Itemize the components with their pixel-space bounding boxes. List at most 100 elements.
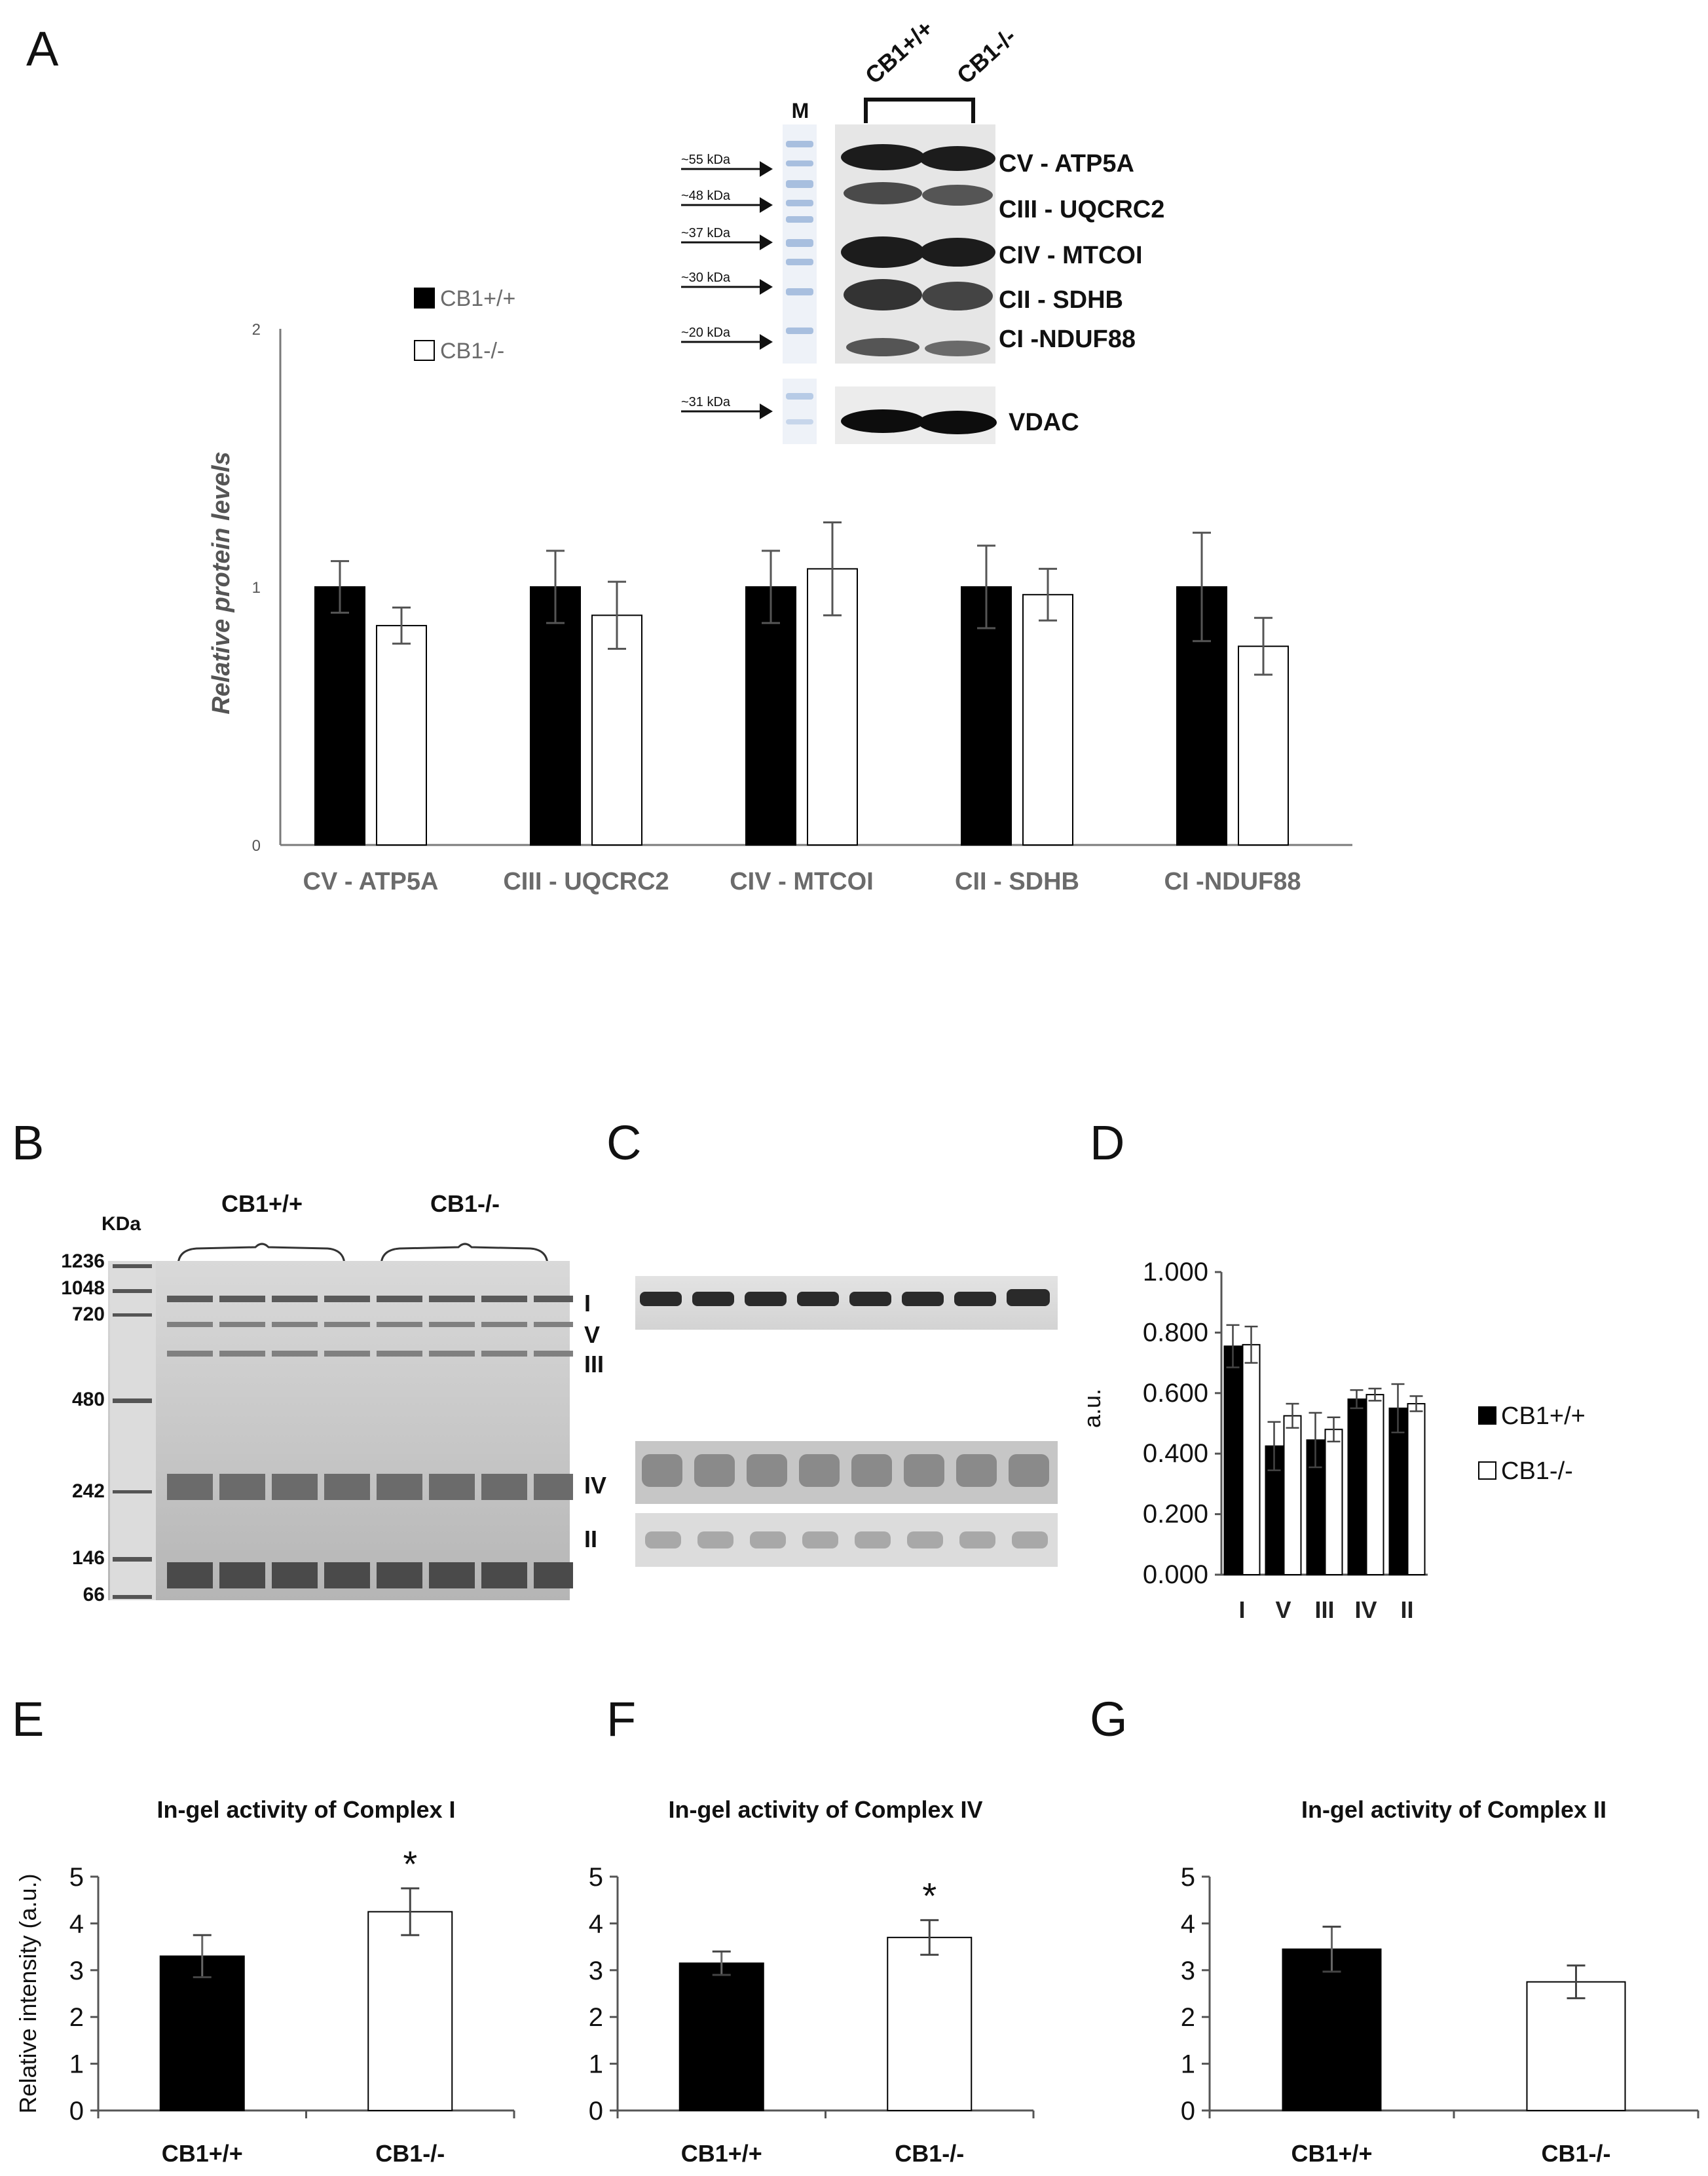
y-tick-label: 0.600 (1143, 1379, 1208, 1408)
x-tick-label: III (1314, 1596, 1334, 1623)
x-tick-label: V (1275, 1596, 1291, 1623)
blot-bands (841, 144, 995, 356)
x-tick-label: CB1+/+ (681, 2140, 762, 2167)
bar-cb1-ko (1022, 593, 1073, 846)
chart-title: In-gel activity of Complex IV (668, 1796, 982, 1823)
x-tick-label: CV - ATP5A (303, 868, 439, 895)
gel-b-marker-bands (113, 1264, 152, 1599)
y-tick-label: 0 (69, 2097, 84, 2126)
y-tick-label: 5 (589, 1863, 603, 1892)
gel-b-marker-146: 146 (72, 1547, 105, 1569)
bar-cb1-wt (961, 586, 1012, 846)
chart-a: 0 1 2 CV - ATP5A CIII - UQCRC2 CIV - MTCOI CII… (208, 321, 1352, 895)
bar-cb1-wt (1223, 1345, 1242, 1575)
y-tick-label: 0 (252, 837, 261, 855)
kda-label-20: ~20 kDa (681, 326, 731, 340)
legend-d-label-ko: CB1-/- (1501, 1457, 1573, 1485)
gel-b-marker-720: 720 (72, 1304, 105, 1325)
gel-b-marker-66: 66 (83, 1584, 105, 1605)
chart-e: In-gel activity of Complex I 0 1 2 3 4 5 CB1+/+… (14, 1796, 515, 2167)
bar-cb1-ko (887, 1936, 973, 2112)
gel-b-complex-ii: II (584, 1526, 597, 1552)
gel-c-strips (635, 1276, 1058, 1567)
y-tick-label: 1.000 (1143, 1258, 1208, 1286)
panel-letter-a: A (26, 22, 59, 76)
significance-star: * (403, 1843, 417, 1885)
blot-band-label-vdac: VDAC (1009, 409, 1079, 436)
x-tick-label: CB1+/+ (1291, 2140, 1372, 2167)
legend-a-label-ko: CB1-/- (440, 339, 504, 364)
blot-marker-label: M (792, 99, 809, 122)
x-tick-label: CIII - UQCRC2 (503, 868, 669, 895)
chart-g: In-gel activity of Complex II 0 1 2 3 4 5 CB1+/… (1181, 1796, 1699, 2167)
x-tick-label: CII - SDHB (955, 868, 1079, 895)
gel-b-complex-iv: IV (584, 1472, 606, 1499)
panel-letter-d: D (1090, 1116, 1124, 1170)
y-tick-label: 1 (69, 2050, 84, 2079)
gel-b-image (108, 1261, 570, 1600)
blot-marker-bands (786, 141, 813, 334)
y-tick-label: 3 (69, 1957, 84, 1985)
y-axis-label: a.u. (1079, 1389, 1105, 1428)
gel-b-unit-label: KDa (102, 1213, 141, 1235)
chart-title: In-gel activity of Complex II (1301, 1796, 1606, 1823)
bar-cb1-ko (376, 625, 427, 846)
y-tick-label: 0 (1181, 2097, 1195, 2126)
bar-cb1-ko (1324, 1429, 1343, 1575)
gel-b-complex-iii: III (584, 1351, 604, 1378)
bar-cb1-ko (1526, 1981, 1626, 2111)
y-tick-label: 4 (69, 1909, 84, 1938)
gel-b-complex-i: I (584, 1290, 591, 1317)
gel-b-group-ko: CB1-/- (430, 1190, 500, 1217)
bar-cb1-wt (678, 1962, 764, 2112)
kda-label-55: ~55 kDa (681, 153, 731, 167)
bar-cb1-ko (1407, 1402, 1426, 1575)
x-tick-label: I (1238, 1596, 1245, 1623)
legend-d-swatch-wt (1478, 1406, 1496, 1425)
x-tick-label: CB1-/- (1542, 2140, 1611, 2167)
blot-band-label-atp5a: CV - ATP5A (999, 150, 1134, 178)
bar-cb1-ko (1283, 1415, 1302, 1575)
panel-letter-e: E (12, 1692, 44, 1746)
y-axis-label: Relative protein levels (208, 451, 235, 714)
gel-b-group-wt: CB1+/+ (221, 1190, 303, 1217)
bar-cb1-wt (1282, 1948, 1382, 2111)
blot-band-label-uqcrc2: CIII - UQCRC2 (999, 196, 1164, 223)
x-tick-label: II (1400, 1596, 1413, 1623)
y-tick-label: 5 (1181, 1863, 1195, 1892)
blot-group-ko: CB1-/- (952, 23, 1021, 89)
y-tick-label: 0 (589, 2097, 603, 2126)
blot-marker-lane-vdac (783, 379, 817, 444)
panel-letter-f: F (606, 1692, 636, 1746)
y-tick-label: 1 (589, 2050, 603, 2079)
kda-label-31: ~31 kDa (681, 395, 731, 409)
y-tick-label: 0.400 (1143, 1439, 1208, 1468)
blot-group-wt: CB1+/+ (860, 14, 938, 88)
y-tick-label: 0.000 (1143, 1560, 1208, 1589)
significance-star: * (922, 1875, 937, 1916)
y-tick-label: 4 (589, 1909, 603, 1938)
blot-band-label-mtcoi: CIV - MTCOI (999, 242, 1143, 269)
bar-cb1-wt (314, 586, 365, 846)
legend-a-swatch-wt (414, 288, 435, 309)
legend-a: CB1+/+ CB1-/- (414, 286, 515, 364)
x-tick-label: IV (1354, 1596, 1377, 1623)
panel-letter-b: B (12, 1116, 44, 1170)
bar-cb1-ko (1365, 1394, 1384, 1576)
x-tick-label: CB1-/- (375, 2140, 445, 2167)
y-tick-label: 0.800 (1143, 1318, 1208, 1347)
y-tick-label: 2 (589, 2003, 603, 2032)
legend-d: CB1+/+ CB1-/- (1478, 1402, 1586, 1485)
blot-band-label-ndufb8: CI -NDUF88 (999, 326, 1136, 353)
western-blot-inset: M CB1+/+ CB1-/- (681, 14, 1164, 444)
x-tick-label: CB1-/- (895, 2140, 964, 2167)
bar-cb1-ko (591, 614, 642, 846)
legend-d-label-wt: CB1+/+ (1501, 1402, 1586, 1430)
gel-b-complex-v: V (584, 1321, 600, 1348)
y-axis-label: Relative intensity (a.u.) (14, 1873, 41, 2113)
y-tick-label: 2 (69, 2003, 84, 2032)
kda-label-37: ~37 kDa (681, 226, 731, 240)
x-tick-label: CIV - MTCOI (730, 868, 874, 895)
